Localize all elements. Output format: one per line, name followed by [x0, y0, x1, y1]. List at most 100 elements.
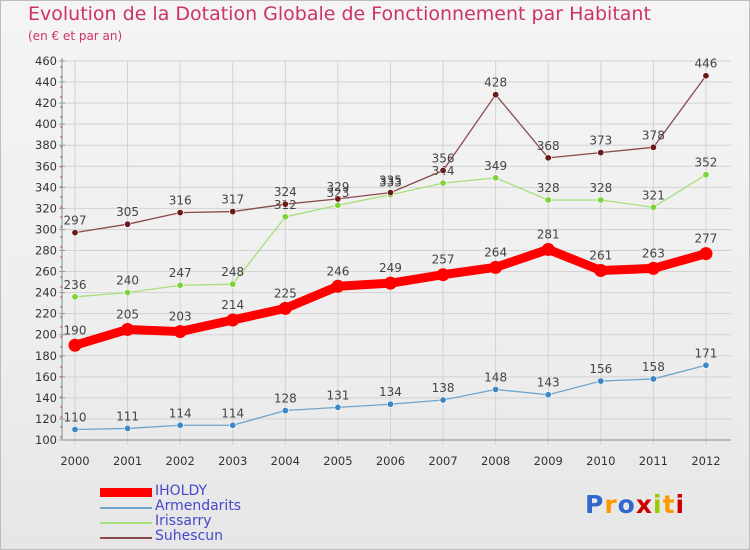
data-point-armendarits	[544, 391, 552, 399]
chart-legend: IHOLDY Armendarits Irissarry Suhescun	[100, 483, 300, 545]
data-label-irissarry: 323	[326, 186, 349, 200]
legend-label: IHOLDY	[155, 483, 208, 499]
data-point-irissarry	[281, 213, 289, 221]
y-tick-label: 420	[35, 96, 57, 110]
data-point-irissarry	[124, 289, 132, 297]
data-label-suhescun: 368	[537, 139, 560, 153]
data-label-armendarits: 128	[274, 392, 297, 406]
data-label-irissarry: 240	[116, 274, 139, 288]
data-point-armendarits	[71, 425, 79, 433]
data-label-suhescun: 305	[116, 205, 139, 219]
legend-item-armendarits: Armendarits	[100, 498, 300, 515]
y-tick-label: 320	[35, 201, 57, 215]
y-tick-label: 460	[35, 54, 57, 68]
data-point-suhescun	[439, 166, 447, 174]
y-tick-label: 240	[35, 286, 57, 300]
data-label-iholdy: 225	[274, 286, 297, 300]
data-point-iholdy	[173, 325, 187, 339]
data-point-iholdy	[383, 276, 397, 290]
data-point-suhescun	[702, 72, 710, 80]
logo-letter: i	[675, 490, 686, 519]
data-point-suhescun	[649, 143, 657, 151]
data-point-armendarits	[492, 385, 500, 393]
legend-swatch	[100, 488, 152, 497]
y-tick-label: 120	[35, 412, 57, 426]
data-label-iholdy: 261	[589, 249, 612, 263]
data-label-irissarry: 328	[589, 181, 612, 195]
y-tick-label: 400	[35, 117, 57, 131]
y-tick-label: 280	[35, 244, 57, 258]
x-tick-label: 2006	[376, 454, 405, 468]
data-point-armendarits	[597, 377, 605, 385]
data-point-suhescun	[124, 220, 132, 228]
data-label-irissarry: 321	[642, 188, 665, 202]
data-point-iholdy	[331, 279, 345, 293]
data-point-armendarits	[386, 400, 394, 408]
x-tick-label: 2007	[428, 454, 457, 468]
data-label-irissarry: 333	[379, 176, 402, 190]
data-point-armendarits	[176, 421, 184, 429]
data-point-irissarry	[439, 179, 447, 187]
x-tick-label: 2004	[271, 454, 300, 468]
data-point-armendarits	[702, 361, 710, 369]
chart-subtitle: (en € et par an)	[28, 29, 123, 43]
data-point-suhescun	[71, 229, 79, 237]
data-label-irissarry: 349	[484, 159, 507, 173]
data-label-armendarits: 148	[484, 370, 507, 384]
data-label-armendarits: 138	[432, 381, 455, 395]
logo-letter: P	[585, 490, 605, 519]
data-label-suhescun: 373	[589, 134, 612, 148]
y-tick-label: 340	[35, 180, 57, 194]
data-label-suhescun: 378	[642, 128, 665, 142]
data-label-iholdy: 281	[537, 227, 560, 241]
data-point-armendarits	[334, 403, 342, 411]
data-label-armendarits: 110	[64, 410, 87, 424]
data-point-iholdy	[436, 268, 450, 282]
data-label-armendarits: 114	[169, 406, 192, 420]
data-point-irissarry	[176, 281, 184, 289]
data-point-suhescun	[386, 189, 394, 197]
data-point-irissarry	[597, 196, 605, 204]
data-point-suhescun	[229, 208, 237, 216]
logo-letter: r	[604, 490, 618, 519]
data-label-armendarits: 156	[589, 362, 612, 376]
data-point-iholdy	[226, 313, 240, 327]
data-label-irissarry: 328	[537, 181, 560, 195]
legend-swatch	[100, 507, 152, 509]
x-tick-label: 2001	[113, 454, 142, 468]
y-tick-label: 260	[35, 265, 57, 279]
x-tick-label: 2005	[323, 454, 352, 468]
data-label-iholdy: 277	[695, 232, 718, 246]
data-point-iholdy	[68, 338, 82, 352]
data-point-irissarry	[702, 171, 710, 179]
data-point-suhescun	[492, 91, 500, 99]
y-tick-label: 380	[35, 138, 57, 152]
legend-swatch	[100, 522, 152, 524]
data-point-iholdy	[541, 242, 555, 256]
data-point-iholdy	[121, 322, 135, 336]
x-tick-label: 2008	[481, 454, 510, 468]
data-point-irissarry	[544, 196, 552, 204]
data-point-iholdy	[489, 260, 503, 274]
data-label-suhescun: 335	[379, 174, 402, 188]
data-point-irissarry	[334, 201, 342, 209]
data-point-suhescun	[597, 149, 605, 157]
data-label-iholdy: 264	[484, 245, 507, 259]
data-point-armendarits	[281, 407, 289, 415]
data-label-iholdy: 257	[432, 253, 455, 267]
data-label-iholdy: 205	[116, 307, 139, 321]
data-point-iholdy	[594, 264, 608, 278]
data-point-armendarits	[229, 421, 237, 429]
data-point-iholdy	[646, 261, 660, 275]
data-point-armendarits	[439, 396, 447, 404]
logo-letter: i	[653, 490, 663, 519]
y-tick-label: 220	[35, 307, 57, 321]
data-label-irissarry: 247	[169, 266, 192, 280]
data-point-irissarry	[649, 203, 657, 211]
legend-item-iholdy: IHOLDY	[100, 483, 300, 500]
logo-letter: t	[662, 490, 676, 519]
data-label-armendarits: 143	[537, 376, 560, 390]
legend-label: Armendarits	[155, 498, 242, 514]
